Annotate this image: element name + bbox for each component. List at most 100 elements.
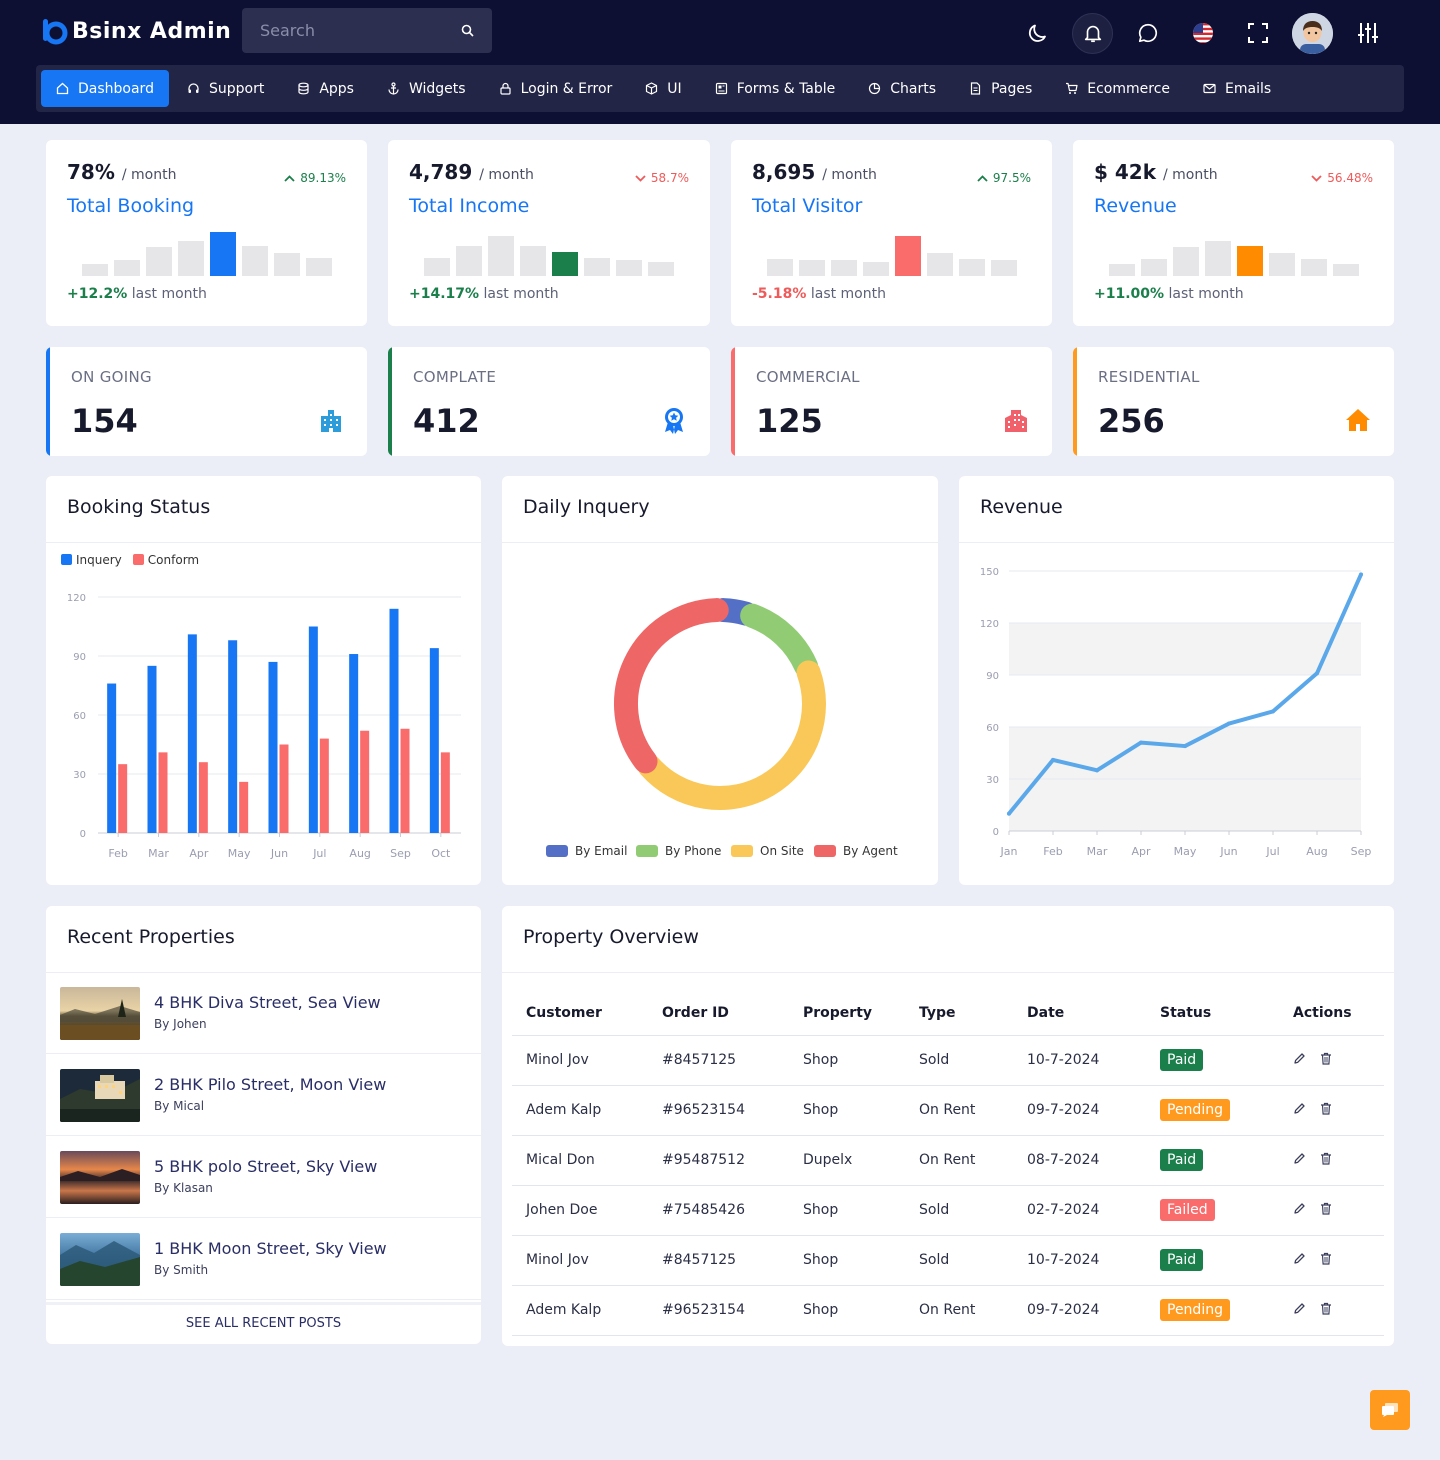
fullscreen-button[interactable]: [1237, 13, 1278, 54]
table-row[interactable]: Adem Kalp #96523154 Shop On Rent 09-7-20…: [512, 1285, 1384, 1336]
list-item[interactable]: 5 BHK polo Street, Sky View By Klasan: [46, 1136, 481, 1218]
property-title[interactable]: 1 BHK Moon Street, Sky View: [154, 1239, 387, 1258]
search-box[interactable]: [242, 8, 492, 53]
bar-inquery[interactable]: [389, 608, 399, 833]
property-title[interactable]: 2 BHK Pilo Street, Moon View: [154, 1075, 387, 1094]
bar-inquery[interactable]: [268, 661, 278, 833]
menu-item-charts[interactable]: Charts: [853, 70, 951, 107]
bar-inquery[interactable]: [228, 640, 238, 833]
line-point[interactable]: [1359, 572, 1363, 577]
menu-item-ecommerce[interactable]: Ecommerce: [1050, 70, 1185, 107]
edit-icon[interactable]: [1293, 1102, 1306, 1115]
menu-item-apps[interactable]: Apps: [282, 70, 369, 107]
property-title[interactable]: 5 BHK polo Street, Sky View: [154, 1157, 378, 1176]
menu-item-dashboard[interactable]: Dashboard: [41, 70, 169, 107]
bar-conform[interactable]: [158, 752, 168, 833]
bar-conform[interactable]: [118, 764, 128, 833]
stat-name[interactable]: Total Booking: [67, 195, 195, 217]
trash-icon[interactable]: [1320, 1152, 1332, 1165]
stat-change-value: 56.48%: [1327, 171, 1373, 185]
list-item[interactable]: 1 BHK Moon Street, Sky View By Smith: [46, 1218, 481, 1300]
menu-item-emails[interactable]: Emails: [1188, 70, 1286, 107]
stat-name[interactable]: Revenue: [1094, 195, 1177, 217]
trash-icon[interactable]: [1320, 1052, 1332, 1065]
mini-bar: [1333, 264, 1359, 276]
legend-item-conform[interactable]: Conform: [132, 553, 199, 567]
table-row[interactable]: Minol Jov #8457125 Shop Sold 10-7-2024 P…: [512, 1235, 1384, 1286]
line-point[interactable]: [1095, 768, 1099, 773]
bar-inquery[interactable]: [147, 665, 157, 833]
notifications-button[interactable]: [1072, 12, 1113, 54]
donut-slice[interactable]: [614, 598, 729, 774]
line-point[interactable]: [1183, 744, 1187, 749]
search-icon[interactable]: [461, 24, 474, 37]
menu-item-support[interactable]: Support: [172, 70, 279, 107]
logo[interactable]: Bsinx Admin: [42, 17, 231, 45]
stat-name[interactable]: Total Visitor: [752, 195, 863, 217]
edit-icon[interactable]: [1293, 1202, 1306, 1215]
table-row[interactable]: Mical Don #95487512 Dupelx On Rent 08-7-…: [512, 1135, 1384, 1186]
messages-button[interactable]: [1127, 13, 1168, 54]
chat-launcher-button[interactable]: [1370, 1390, 1410, 1430]
bar-inquery[interactable]: [349, 654, 359, 833]
bar-conform[interactable]: [319, 738, 329, 833]
table-row[interactable]: Johen Doe #75485426 Shop Sold 02-7-2024 …: [512, 1185, 1384, 1236]
bar-conform[interactable]: [440, 752, 450, 833]
trash-icon[interactable]: [1320, 1202, 1332, 1215]
table-row[interactable]: Adem Kalp #96523154 Shop On Rent 09-7-20…: [512, 1085, 1384, 1136]
legend-label[interactable]: By Email: [575, 844, 627, 858]
legend-label[interactable]: By Agent: [843, 844, 898, 858]
legend-swatch[interactable]: [546, 845, 568, 857]
bar-conform[interactable]: [239, 781, 249, 833]
trash-icon[interactable]: [1320, 1302, 1332, 1315]
menu-item-ui[interactable]: UI: [630, 70, 696, 107]
property-title[interactable]: 4 BHK Diva Street, Sea View: [154, 993, 381, 1012]
legend-label[interactable]: On Site: [760, 844, 804, 858]
bar-inquery[interactable]: [308, 626, 318, 834]
list-item[interactable]: 2 BHK Pilo Street, Moon View By Mical: [46, 1054, 481, 1136]
menu-item-forms-table[interactable]: Forms & Table: [700, 70, 851, 107]
mini-bar: [895, 236, 921, 276]
legend-label[interactable]: By Phone: [665, 844, 721, 858]
legend-item-inquery[interactable]: Inquery: [61, 553, 122, 567]
table-row[interactable]: Minol Jov #8457125 Shop Sold 10-7-2024 P…: [512, 1035, 1384, 1086]
avatar[interactable]: [1292, 12, 1333, 54]
line-point[interactable]: [1227, 721, 1231, 726]
settings-button[interactable]: [1347, 13, 1388, 54]
trash-icon[interactable]: [1320, 1102, 1332, 1115]
line-point[interactable]: [1051, 757, 1055, 762]
legend-swatch[interactable]: [731, 845, 753, 857]
trash-icon[interactable]: [1320, 1252, 1332, 1265]
line-point[interactable]: [1007, 811, 1011, 816]
bar-inquery[interactable]: [429, 648, 439, 833]
bar-conform[interactable]: [360, 730, 370, 833]
bar-conform[interactable]: [279, 744, 289, 834]
bar-conform[interactable]: [198, 762, 208, 833]
legend-swatch[interactable]: [814, 845, 836, 857]
stat-name[interactable]: Total Income: [409, 195, 530, 217]
bar-inquery[interactable]: [187, 634, 197, 833]
search-input[interactable]: [260, 21, 430, 40]
edit-icon[interactable]: [1293, 1152, 1306, 1165]
bar-conform[interactable]: [400, 728, 410, 833]
menu-item-login-error[interactable]: Login & Error: [484, 70, 628, 107]
stat-delta: +12.2%: [67, 286, 128, 302]
edit-icon[interactable]: [1293, 1052, 1306, 1065]
language-selector[interactable]: [1182, 13, 1223, 54]
donut-slice[interactable]: [637, 660, 826, 810]
list-item[interactable]: 4 BHK Diva Street, Sea View By Johen: [46, 972, 481, 1054]
line-point[interactable]: [1315, 671, 1319, 676]
donut-slice[interactable]: [740, 603, 819, 679]
menu-item-widgets[interactable]: Widgets: [372, 70, 481, 107]
line-point[interactable]: [1139, 740, 1143, 745]
recent-properties-panel: Recent Properties 4 BHK Diva Street, Sea…: [46, 906, 481, 1344]
edit-icon[interactable]: [1293, 1252, 1306, 1265]
line-point[interactable]: [1271, 709, 1275, 714]
dark-mode-toggle[interactable]: [1017, 13, 1058, 54]
menu-item-pages[interactable]: Pages: [954, 70, 1047, 107]
bar-inquery[interactable]: [107, 683, 117, 833]
legend-swatch[interactable]: [636, 845, 658, 857]
edit-icon[interactable]: [1293, 1302, 1306, 1315]
x-tick-label: Aug: [1306, 845, 1327, 858]
see-all-link[interactable]: SEE ALL RECENT POSTS: [185, 1316, 342, 1331]
